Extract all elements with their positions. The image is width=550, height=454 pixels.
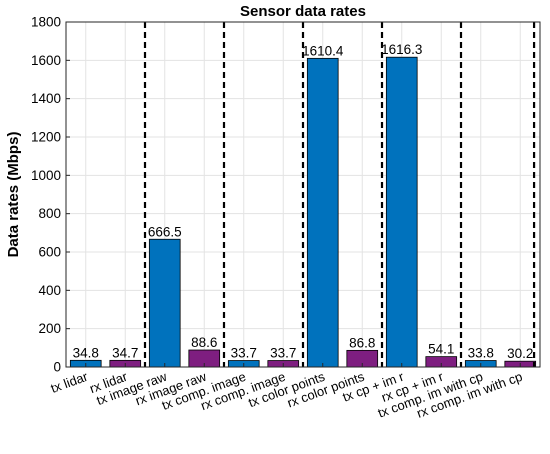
separator-lines	[143, 22, 536, 367]
y-axis-ticks: 0 200 400 600 800 1000 1200 1400 1600 1800	[31, 15, 70, 375]
chart-title: Sensor data rates	[240, 3, 366, 20]
y-tick-label: 1600	[31, 53, 61, 68]
data-label-8: 86.8	[349, 335, 375, 350]
data-labels-group: 34.8 34.7 666.5 88.6 33.7 33.7 1610.4 86.8 1616.…	[73, 42, 534, 361]
y-tick-label: 1000	[31, 168, 61, 183]
y-tick-label: 800	[38, 206, 61, 221]
data-label-11: 33.8	[468, 346, 494, 361]
bar-9	[385, 56, 418, 368]
y-tick-label: 0	[53, 360, 61, 375]
plot-border	[65, 21, 541, 368]
data-label-5: 33.7	[231, 346, 257, 361]
y-tick-label: 600	[38, 245, 61, 260]
data-label-9: 1616.3	[381, 42, 422, 57]
y-tick-label: 400	[38, 283, 61, 298]
data-label-2: 34.7	[112, 345, 138, 360]
data-label-6: 33.7	[270, 346, 296, 361]
bars-group	[69, 56, 537, 368]
bar-3	[148, 238, 181, 368]
data-label-10: 54.1	[428, 342, 454, 357]
data-label-12: 30.2	[507, 346, 533, 361]
y-tick-label: 200	[38, 321, 61, 336]
y-axis-label: Data rates (Mbps)	[5, 132, 22, 258]
data-label-7: 1610.4	[302, 43, 344, 58]
data-label-3: 666.5	[148, 224, 182, 239]
y-tick-label: 1800	[31, 15, 61, 30]
y-tick-label: 1400	[31, 91, 61, 106]
y-tick-label: 1200	[31, 130, 61, 145]
data-label-4: 88.6	[191, 335, 217, 350]
bar-7	[306, 57, 339, 368]
data-label-1: 34.8	[73, 345, 99, 360]
